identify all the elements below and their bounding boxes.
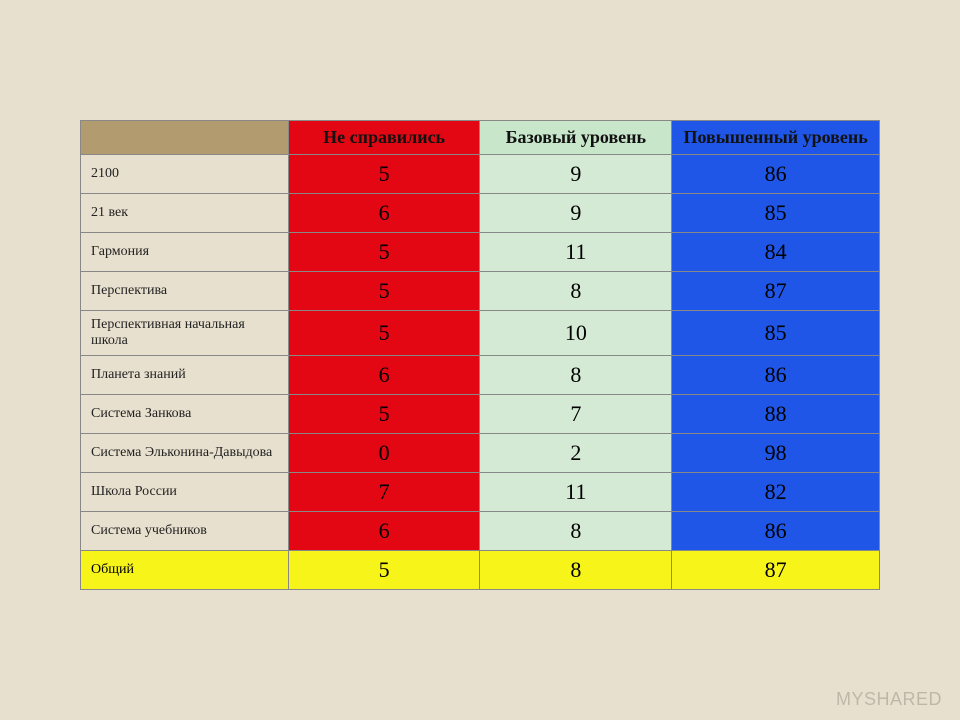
cell-fail: 6	[288, 356, 480, 395]
cell-fail: 7	[288, 473, 480, 512]
row-label: Гармония	[81, 233, 289, 272]
table-row: Перспектива 5 8 87	[81, 272, 880, 311]
results-table: Не справились Базовый уровень Повышенный…	[80, 120, 880, 590]
row-label: Система Занкова	[81, 395, 289, 434]
table-row: Система Занкова 5 7 88	[81, 395, 880, 434]
row-label-total: Общий	[81, 551, 289, 590]
col-header-blank	[81, 121, 289, 155]
table-header-row: Не справились Базовый уровень Повышенный…	[81, 121, 880, 155]
cell-base: 10	[480, 311, 672, 356]
cell-high: 84	[672, 233, 880, 272]
cell-fail: 6	[288, 512, 480, 551]
cell-base: 8	[480, 356, 672, 395]
cell-high: 98	[672, 434, 880, 473]
col-header-high: Повышенный уровень	[672, 121, 880, 155]
col-header-fail: Не справились	[288, 121, 480, 155]
table-row: Планета знаний 6 8 86	[81, 356, 880, 395]
cell-fail: 6	[288, 194, 480, 233]
row-label: Система Эльконина-Давыдова	[81, 434, 289, 473]
cell-fail: 5	[288, 155, 480, 194]
cell-high-total: 87	[672, 551, 880, 590]
cell-high: 86	[672, 356, 880, 395]
cell-base: 8	[480, 512, 672, 551]
row-label: Система учебников	[81, 512, 289, 551]
col-header-base: Базовый уровень	[480, 121, 672, 155]
watermark: MYSHARED	[836, 689, 942, 710]
cell-fail: 5	[288, 233, 480, 272]
row-label: Перспективная начальная школа	[81, 311, 289, 356]
cell-base: 9	[480, 155, 672, 194]
table-row: Система учебников 6 8 86	[81, 512, 880, 551]
cell-high: 87	[672, 272, 880, 311]
cell-base: 11	[480, 233, 672, 272]
table-row: Система Эльконина-Давыдова 0 2 98	[81, 434, 880, 473]
slide: Не справились Базовый уровень Повышенный…	[0, 0, 960, 720]
cell-base: 7	[480, 395, 672, 434]
table-row: Школа России 7 11 82	[81, 473, 880, 512]
table-row: Перспективная начальная школа 5 10 85	[81, 311, 880, 356]
table-row: Гармония 5 11 84	[81, 233, 880, 272]
cell-high: 85	[672, 311, 880, 356]
cell-fail: 5	[288, 272, 480, 311]
row-label: Планета знаний	[81, 356, 289, 395]
row-label: 2100	[81, 155, 289, 194]
row-label: Школа России	[81, 473, 289, 512]
cell-base: 8	[480, 272, 672, 311]
cell-high: 86	[672, 512, 880, 551]
cell-fail-total: 5	[288, 551, 480, 590]
cell-high: 82	[672, 473, 880, 512]
cell-high: 88	[672, 395, 880, 434]
cell-fail: 5	[288, 395, 480, 434]
cell-base: 11	[480, 473, 672, 512]
cell-fail: 0	[288, 434, 480, 473]
cell-high: 86	[672, 155, 880, 194]
table-row: 21 век 6 9 85	[81, 194, 880, 233]
table-row: 2100 5 9 86	[81, 155, 880, 194]
cell-high: 85	[672, 194, 880, 233]
cell-base: 2	[480, 434, 672, 473]
cell-fail: 5	[288, 311, 480, 356]
cell-base: 9	[480, 194, 672, 233]
table-total-row: Общий 5 8 87	[81, 551, 880, 590]
cell-base-total: 8	[480, 551, 672, 590]
row-label: Перспектива	[81, 272, 289, 311]
row-label: 21 век	[81, 194, 289, 233]
